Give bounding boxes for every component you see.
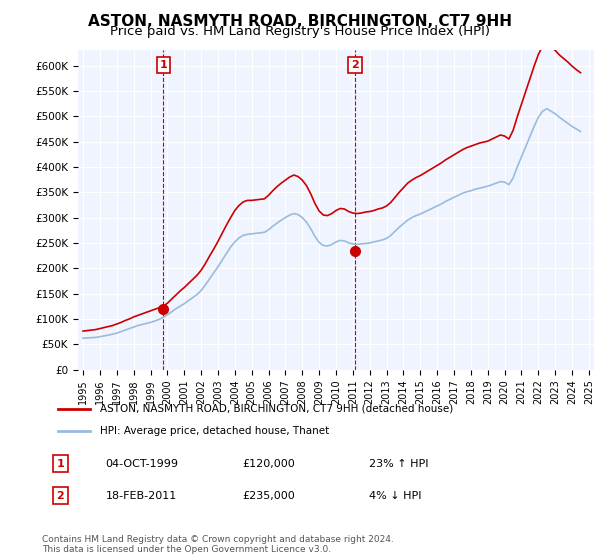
Text: Contains HM Land Registry data © Crown copyright and database right 2024.
This d: Contains HM Land Registry data © Crown c…	[42, 535, 394, 554]
Text: £235,000: £235,000	[242, 491, 295, 501]
Text: 4% ↓ HPI: 4% ↓ HPI	[370, 491, 422, 501]
Text: ASTON, NASMYTH ROAD, BIRCHINGTON, CT7 9HH (detached house): ASTON, NASMYTH ROAD, BIRCHINGTON, CT7 9H…	[100, 404, 454, 414]
Text: 04-OCT-1999: 04-OCT-1999	[106, 459, 178, 469]
Text: 1: 1	[159, 60, 167, 70]
Text: Price paid vs. HM Land Registry's House Price Index (HPI): Price paid vs. HM Land Registry's House …	[110, 25, 490, 38]
Text: HPI: Average price, detached house, Thanet: HPI: Average price, detached house, Than…	[100, 426, 329, 436]
Text: ASTON, NASMYTH ROAD, BIRCHINGTON, CT7 9HH: ASTON, NASMYTH ROAD, BIRCHINGTON, CT7 9H…	[88, 14, 512, 29]
Text: 2: 2	[351, 60, 359, 70]
Text: 23% ↑ HPI: 23% ↑ HPI	[370, 459, 429, 469]
Text: 18-FEB-2011: 18-FEB-2011	[106, 491, 176, 501]
Text: £120,000: £120,000	[242, 459, 295, 469]
Text: 1: 1	[56, 459, 64, 469]
Text: 2: 2	[56, 491, 64, 501]
